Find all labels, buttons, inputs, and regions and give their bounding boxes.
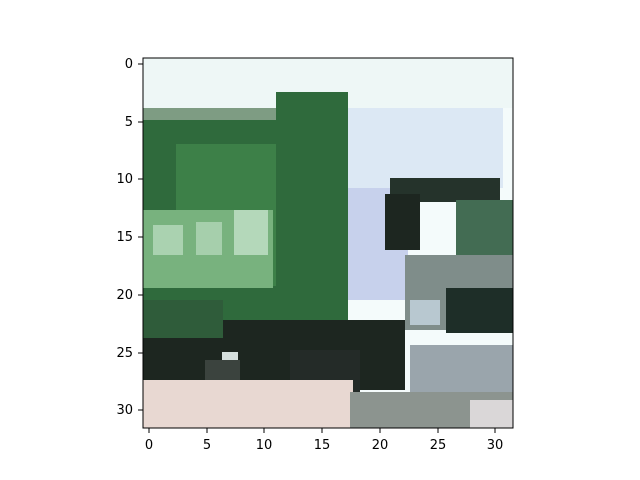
y-tick-label-10: 10 — [116, 172, 133, 187]
x-tick-label-10: 10 — [256, 438, 273, 453]
y-tick-label-0: 0 — [125, 57, 133, 72]
y-tick-label-20: 20 — [116, 288, 133, 303]
x-tick-label-0: 0 — [145, 438, 153, 453]
y-tick-label-25: 25 — [116, 346, 133, 361]
road — [143, 380, 353, 428]
y-axis: 0 5 10 15 20 25 30 — [116, 57, 143, 418]
x-tick-label-20: 20 — [372, 438, 389, 453]
cab-front-dark — [446, 288, 513, 333]
x-tick-label-25: 25 — [430, 438, 447, 453]
truck-sign-highlight-3 — [234, 210, 268, 255]
cab-window-dark — [385, 194, 420, 250]
x-axis: 0 5 10 15 20 25 30 — [145, 428, 503, 453]
x-tick-label-15: 15 — [314, 438, 331, 453]
cab-windshield — [348, 108, 503, 188]
truck-sign-highlight-1 — [153, 225, 183, 255]
x-tick-label-5: 5 — [203, 438, 211, 453]
truck-box-top-edge — [276, 92, 348, 132]
pixel-image — [142, 57, 514, 429]
y-tick-label-5: 5 — [125, 115, 133, 130]
image-border — [142, 57, 514, 429]
y-tick-label-15: 15 — [116, 230, 133, 245]
road-bottom-right — [470, 400, 513, 428]
bottom-light-cab — [410, 345, 513, 395]
truck-sign-highlight-2 — [196, 222, 222, 255]
truck-under-green — [143, 300, 223, 338]
x-tick-label-30: 30 — [487, 438, 504, 453]
cab-front-light — [410, 300, 440, 325]
y-tick-label-30: 30 — [116, 403, 133, 418]
